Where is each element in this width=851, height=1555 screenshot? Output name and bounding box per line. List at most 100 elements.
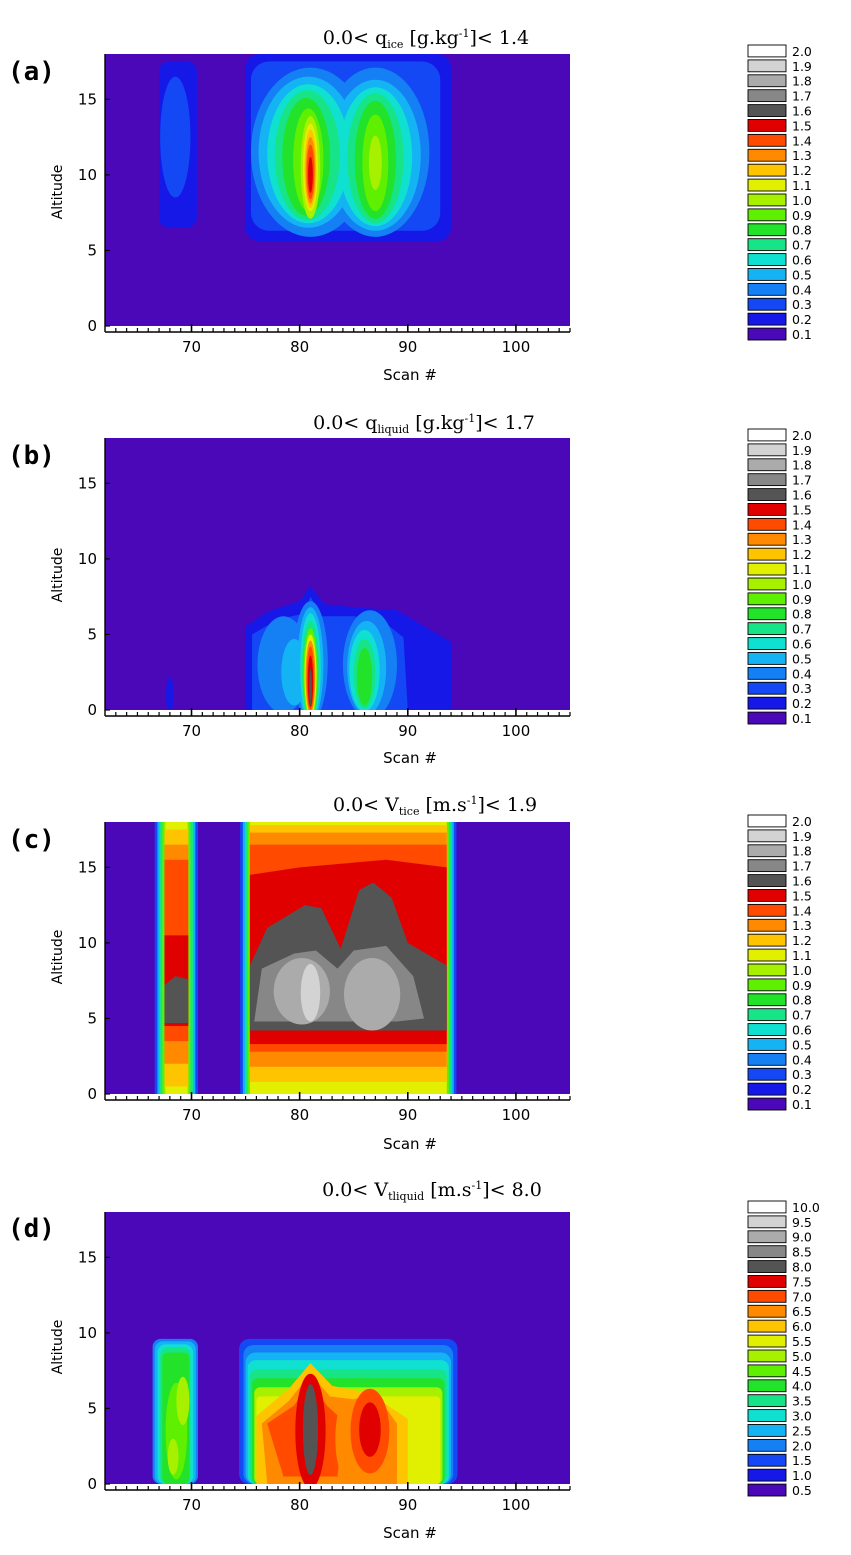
colorbar-swatch <box>747 1038 787 1051</box>
colorbar-label: 0.2 <box>792 312 812 327</box>
colorbar-swatch <box>747 428 787 442</box>
y-tick-label: 10 <box>78 550 97 568</box>
colorbar-swatch <box>747 666 787 680</box>
colorbar-label: 1.5 <box>792 502 812 517</box>
colorbar-swatch <box>747 592 787 606</box>
contour-band <box>167 1438 179 1475</box>
panel-d-tag: (d) <box>8 1214 55 1244</box>
contour-band <box>335 1405 351 1472</box>
colorbar-swatch <box>747 443 787 457</box>
colorbar-label: 1.2 <box>792 163 812 178</box>
colorbar-label: 5.0 <box>792 1349 812 1364</box>
panel-b-tag: (b) <box>8 441 55 471</box>
colorbar-swatch <box>747 562 787 576</box>
panel-b: (b) 0.0< qliquid [g.kg-1]< 1.7 70 80 90 100… <box>8 412 812 767</box>
colorbar-swatch <box>747 993 787 1007</box>
colorbar-label: 3.5 <box>792 1394 812 1409</box>
y-tick-label: 10 <box>78 1324 97 1342</box>
colorbar-label: 0.3 <box>792 681 812 696</box>
colorbar-swatch <box>747 711 787 725</box>
colorbar-label: 2.0 <box>792 428 812 443</box>
colorbar-label: 0.9 <box>792 978 812 993</box>
colorbar-label: 1.1 <box>792 178 812 193</box>
colorbar-swatch <box>747 637 787 650</box>
colorbar-swatch <box>747 238 787 252</box>
colorbar-label: 2.0 <box>792 44 812 59</box>
x-tick-label: 70 <box>182 722 201 740</box>
x-tick-label: 90 <box>398 1496 417 1514</box>
colorbar-swatch <box>747 933 787 947</box>
contour-band <box>160 76 191 198</box>
colorbar-swatch <box>747 1409 787 1422</box>
colorbar-swatch <box>747 1453 787 1467</box>
y-tick-label: 15 <box>78 858 97 876</box>
contour-band <box>309 669 312 706</box>
plot-area <box>105 822 570 1094</box>
colorbar-label: 1.8 <box>792 458 812 473</box>
colorbar-swatch <box>747 1364 787 1378</box>
colorbar-swatch <box>747 253 787 266</box>
contour-band <box>343 958 401 1031</box>
contour-band <box>308 156 313 194</box>
colorbar-label: 0.1 <box>792 327 812 342</box>
colorbar-swatch <box>747 963 787 977</box>
colorbar-label: 0.4 <box>792 282 812 297</box>
colorbar-label: 0.2 <box>792 696 812 711</box>
colorbar-swatch <box>747 903 787 917</box>
colorbar-swatch <box>747 1275 787 1288</box>
x-axis-strip <box>105 710 570 716</box>
colorbar-swatch <box>747 312 787 326</box>
contour-band <box>164 976 189 1023</box>
x-axis-strip <box>105 1094 570 1100</box>
colorbar-swatch <box>747 1260 787 1273</box>
colorbar-swatch <box>747 1245 787 1259</box>
colorbar-swatch <box>747 829 787 843</box>
colorbar-swatch <box>747 1319 787 1333</box>
plot-area <box>105 438 570 710</box>
x-tick-label: 90 <box>398 1106 417 1124</box>
colorbar-label: 0.4 <box>792 666 812 681</box>
colorbar-swatch <box>747 814 787 828</box>
colorbar-label: 0.1 <box>792 1097 812 1112</box>
colorbar-swatch <box>747 74 787 88</box>
colorbar-label: 1.0 <box>792 963 812 978</box>
colorbar-label: 0.6 <box>792 1023 812 1038</box>
colorbar-label: 4.5 <box>792 1364 812 1379</box>
colorbar-label: 1.7 <box>792 473 812 488</box>
colorbar-label: 1.4 <box>792 903 812 918</box>
plot-area <box>105 1212 570 1484</box>
y-tick-label: 10 <box>78 934 97 952</box>
x-axis-label: Scan # <box>383 1135 437 1153</box>
colorbar-label: 1.0 <box>792 577 812 592</box>
colorbar-label: 0.7 <box>792 1008 812 1023</box>
colorbar-swatch <box>747 948 787 962</box>
y-tick-label: 15 <box>78 474 97 492</box>
x-tick-label: 80 <box>290 338 309 356</box>
colorbar-label: 3.0 <box>792 1409 812 1424</box>
colorbar-swatch <box>747 1349 787 1363</box>
colorbar-legend: 2.01.91.81.71.61.51.41.31.21.11.00.90.80… <box>747 814 812 1112</box>
colorbar-label: 0.5 <box>792 1037 812 1052</box>
colorbar-swatch <box>747 622 787 636</box>
x-axis-label: Scan # <box>383 366 437 384</box>
colorbar-label: 7.0 <box>792 1289 812 1304</box>
colorbar-label: 2.5 <box>792 1423 812 1438</box>
colorbar-label: 0.3 <box>792 297 812 312</box>
colorbar-label: 1.2 <box>792 933 812 948</box>
colorbar-swatch <box>747 1334 787 1348</box>
colorbar-swatch <box>747 1379 787 1393</box>
colorbar-swatch <box>747 978 787 992</box>
colorbar-swatch <box>747 1082 787 1096</box>
colorbar-swatch <box>747 1200 787 1214</box>
x-tick-label: 100 <box>502 722 531 740</box>
colorbar-label: 1.4 <box>792 133 812 148</box>
colorbar-label: 4.0 <box>792 1379 812 1394</box>
colorbar-swatch <box>747 1304 787 1318</box>
colorbar-swatch <box>747 473 787 487</box>
y-axis-label: Altitude <box>50 930 66 985</box>
colorbar-label: 0.8 <box>792 993 812 1008</box>
colorbar-swatch <box>747 297 787 311</box>
x-axis-label: Scan # <box>383 1524 437 1542</box>
panel-a-title: 0.0< qice [g.kg-1]< 1.4 <box>323 27 529 51</box>
colorbar-label: 10.0 <box>792 1200 820 1215</box>
